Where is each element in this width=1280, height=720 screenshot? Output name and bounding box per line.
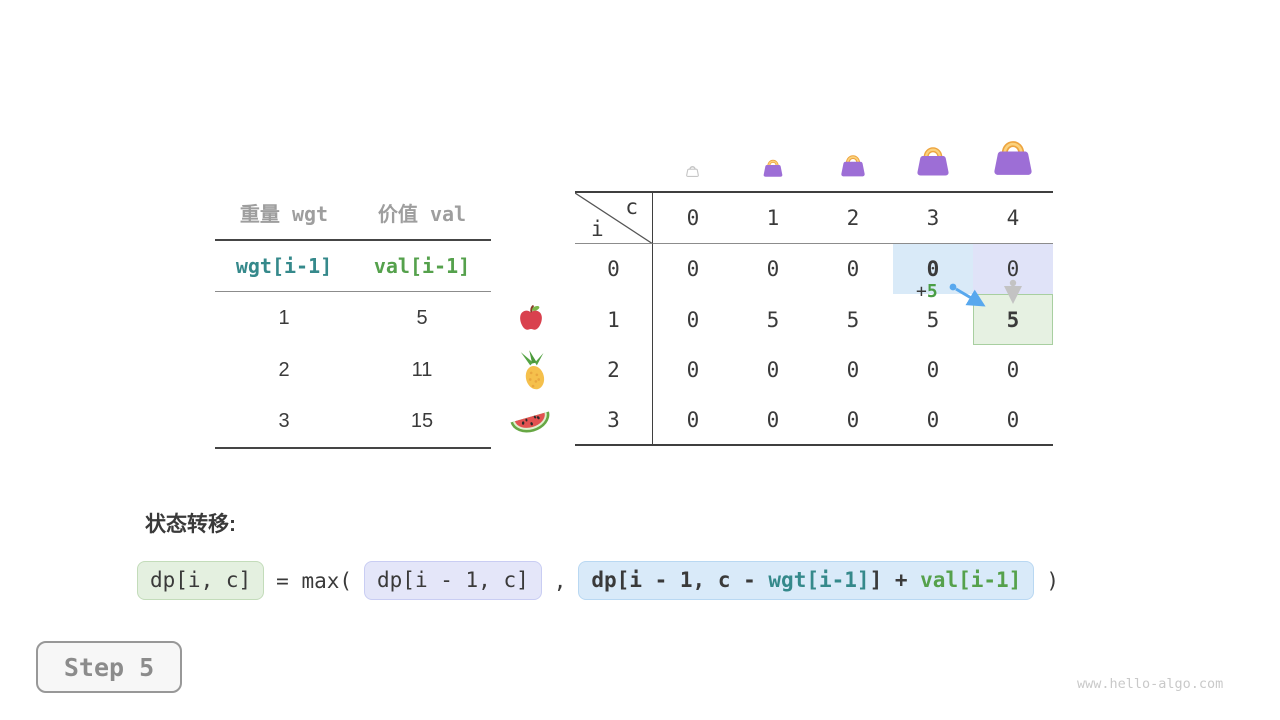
items-table: 重量 wgt 价值 val wgt[i-1] val[i-1] 1 5 2 11…	[215, 186, 491, 449]
dp-cell-1-2: 5	[846, 307, 860, 332]
dp-cell-3-1: 0	[766, 407, 780, 432]
dp-cell-0-1: 0	[766, 257, 780, 281]
dp-cell-3-3: 0	[926, 407, 940, 432]
items-header-value: 价值 val	[353, 186, 491, 241]
dp-cell-3-4: 0	[1006, 407, 1020, 432]
dp-col-header: 0	[653, 193, 733, 244]
dp-row-label: 0	[575, 244, 653, 294]
dp-cell-2-0: 0	[686, 358, 700, 382]
item-weight: 2	[278, 358, 290, 381]
dp-row-label: 1	[575, 294, 653, 345]
state-transition-label: 状态转移:	[145, 513, 236, 536]
item-weight: 1	[278, 306, 290, 329]
items-header-weight: 重量 wgt	[215, 186, 353, 241]
dp-cell-3-2: 0	[846, 407, 860, 432]
dp-cell-1-4-current: 5	[973, 294, 1053, 345]
watermelon-icon	[510, 411, 550, 433]
dp-cell-2-4: 0	[1006, 358, 1020, 382]
formula-wgt-term: wgt[i-1]	[768, 568, 870, 592]
item-weight: 3	[278, 410, 290, 432]
dp-cell-1-0: 0	[686, 307, 700, 332]
dp-corner-cell: c i	[575, 193, 653, 244]
bag-empty-icon	[686, 166, 699, 177]
step-button[interactable]: Step 5	[36, 641, 182, 693]
dp-cell-2-2: 0	[846, 358, 860, 382]
apple-icon	[520, 305, 542, 330]
dp-col-header: 4	[973, 193, 1053, 244]
pineapple-icon	[520, 350, 545, 390]
diagonal-divider	[575, 193, 652, 243]
dp-row-label: 2	[575, 345, 653, 395]
dp-col-header: 3	[893, 193, 973, 244]
item-value: 15	[410, 410, 434, 432]
dp-table: c i 0 1 2 3 4 0 0 0 0 0 0 1 0 5 5 5 5 2 …	[575, 191, 1053, 446]
state-transition-formula: dp[i, c] = max( dp[i - 1, c] , dp[i - 1,…	[137, 561, 1059, 601]
dp-cell-1-3: 5	[926, 307, 940, 332]
dp-cell-2-3: 0	[926, 358, 940, 382]
bag-4-icon	[994, 141, 1032, 175]
formula-eq-max: = max(	[276, 568, 353, 593]
dp-cell-2-1: 0	[766, 358, 780, 382]
formula-close-paren: )	[1046, 568, 1059, 593]
dp-cell-1-1: 5	[766, 307, 780, 332]
bag-1-icon	[763, 159, 783, 177]
watermark: www.hello-algo.com	[1077, 676, 1224, 692]
dp-cell-0-4-highlighted: 0	[973, 244, 1053, 294]
dp-row-label: 3	[575, 395, 653, 444]
bag-3-icon	[917, 147, 949, 176]
formula-option2-box: dp[i - 1, c - wgt[i-1]] + val[i-1]	[578, 561, 1035, 601]
dp-cell-0-2: 0	[846, 257, 860, 281]
formula-val-term: val[i-1]	[920, 568, 1022, 592]
dp-col-header: 1	[733, 193, 813, 244]
items-formula-val: val[i-1]	[353, 241, 491, 292]
item-value: 5	[416, 306, 428, 329]
dp-col-header: 2	[813, 193, 893, 244]
formula-lhs-box: dp[i, c]	[137, 561, 265, 601]
dp-cell-0-0: 0	[686, 257, 700, 281]
items-formula-wgt: wgt[i-1]	[215, 241, 353, 292]
plus-value-annotation: +5	[916, 281, 938, 302]
dp-row-variable: i	[591, 217, 604, 241]
bag-2-icon	[841, 155, 865, 177]
formula-comma: ,	[553, 568, 567, 593]
formula-option1-box: dp[i - 1, c]	[364, 561, 542, 601]
dp-col-variable: c	[625, 195, 638, 219]
item-value: 11	[411, 358, 433, 381]
dp-cell-0-3-highlighted: 0	[893, 244, 973, 294]
dp-cell-3-0: 0	[686, 407, 700, 432]
